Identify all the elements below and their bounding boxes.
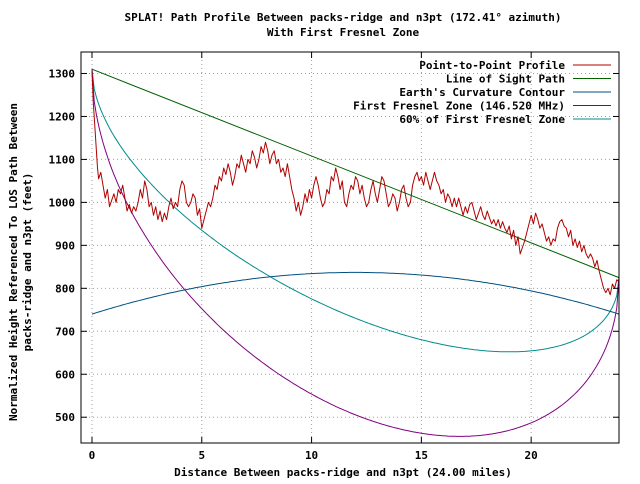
chart-title: SPLAT! Path Profile Between packs-ridge …	[124, 11, 561, 24]
y-tick-label: 1300	[49, 67, 76, 80]
series-line-2	[91, 271, 620, 315]
y-tick-label: 900	[55, 239, 75, 252]
y-tick-label: 800	[55, 282, 75, 295]
grid-layer	[81, 52, 619, 443]
series-layer	[91, 68, 620, 437]
y-tick-label: 1100	[49, 153, 76, 166]
y-axis-label-line1: Normalized Height Referenced To LOS Path…	[7, 103, 20, 421]
y-tick-label: 1000	[49, 196, 76, 209]
y-axis-label-line2: packs-ridge and n3pt (feet)	[21, 173, 34, 352]
series-line-3	[91, 69, 620, 437]
x-axis-label: Distance Between packs-ridge and n3pt (2…	[174, 466, 512, 479]
legend-label: Point-to-Point Profile	[419, 59, 565, 72]
x-tick-label: 0	[89, 449, 96, 462]
series-line-1	[91, 68, 620, 279]
y-tick-label: 700	[55, 325, 75, 338]
tick-layer: 0 5 10 15 20 500 600 700 800 900 1000 1100 1200 1300	[49, 52, 619, 462]
y-tick-label: 1200	[49, 110, 76, 123]
y-tick-label: 500	[55, 411, 75, 424]
plot-frame	[80, 51, 620, 444]
x-tick-label: 10	[305, 449, 318, 462]
series-line-0	[91, 71, 620, 296]
x-tick-label: 15	[415, 449, 428, 462]
y-tick-label: 600	[55, 368, 75, 381]
chart-subtitle: With First Fresnel Zone	[267, 26, 420, 39]
legend-label: 60% of First Fresnel Zone	[399, 113, 565, 126]
x-tick-label: 5	[198, 449, 205, 462]
legend-label: Line of Sight Path	[446, 73, 565, 86]
legend-label: First Fresnel Zone (146.520 MHz)	[353, 100, 565, 113]
x-tick-label: 20	[525, 449, 538, 462]
series-line-4	[91, 69, 620, 353]
legend-label: Earth's Curvature Contour	[399, 86, 565, 99]
